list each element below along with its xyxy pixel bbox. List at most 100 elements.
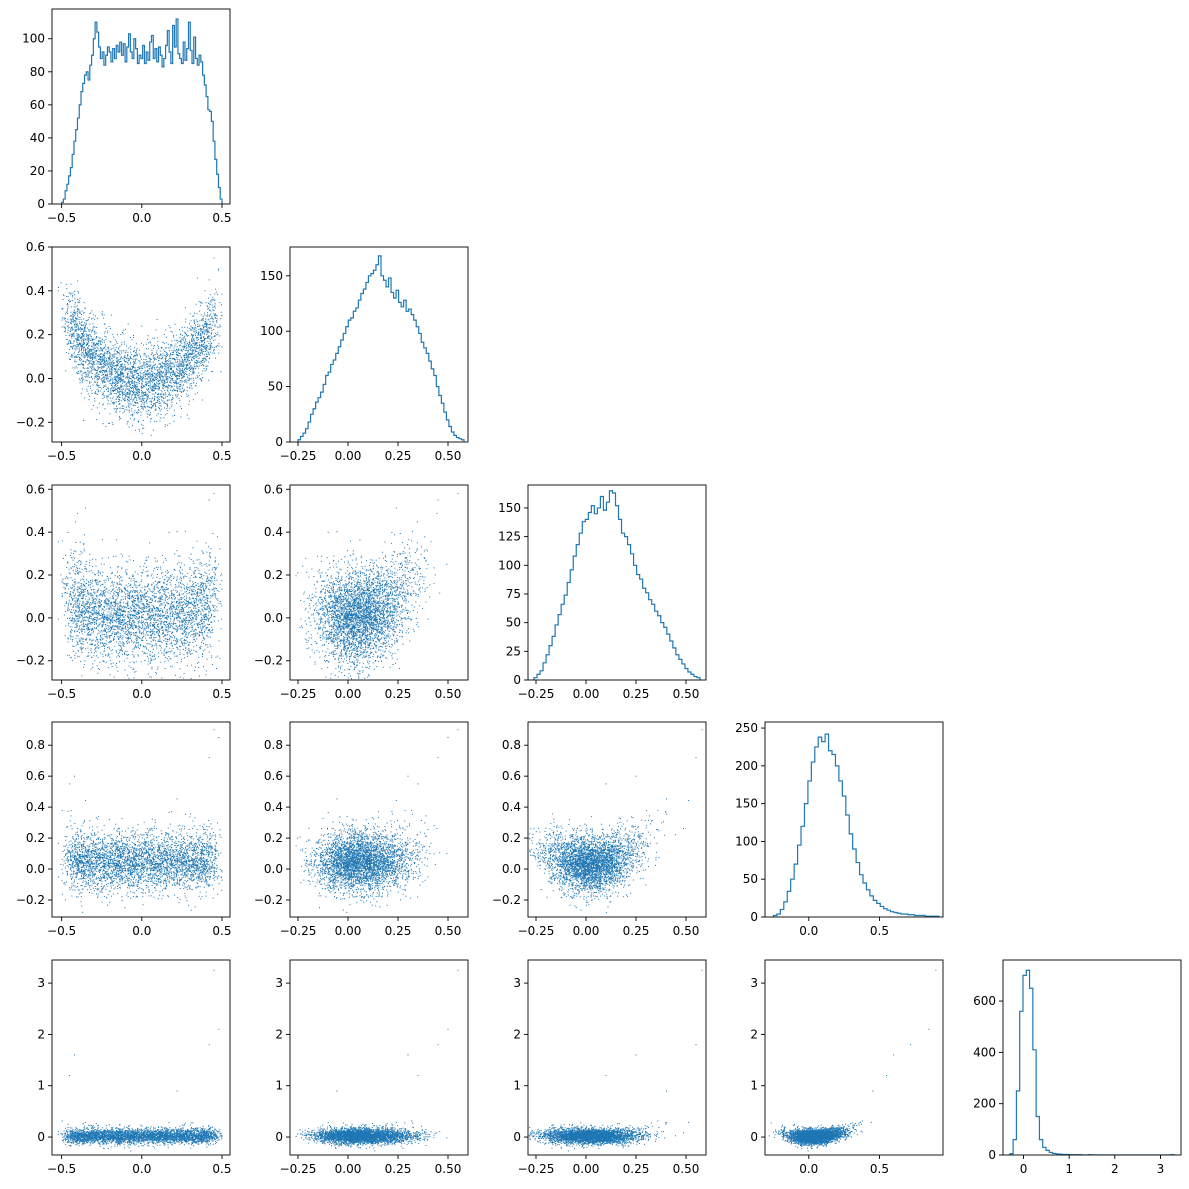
scatter-point — [81, 321, 83, 323]
scatter-point — [74, 581, 76, 582]
scatter-point — [121, 380, 123, 382]
scatter-point — [87, 348, 89, 349]
scatter-point — [189, 369, 191, 370]
scatter-point — [95, 583, 97, 585]
scatter-point — [133, 377, 135, 379]
scatter-point — [172, 397, 174, 399]
scatter-point — [169, 407, 171, 409]
scatter-point — [119, 601, 121, 603]
scatter-point — [140, 414, 142, 416]
scatter-point — [89, 377, 91, 378]
scatter-point — [79, 610, 81, 611]
scatter-point — [138, 353, 140, 355]
scatter-point — [97, 394, 99, 396]
scatter-point — [179, 603, 181, 605]
scatter-point — [158, 633, 159, 635]
scatter-point — [120, 375, 122, 377]
scatter-point — [188, 634, 190, 636]
scatter-point — [92, 607, 94, 608]
scatter-point — [114, 408, 116, 410]
scatter-point — [179, 601, 181, 603]
scatter-point — [84, 347, 86, 349]
scatter-point — [66, 321, 68, 323]
scatter-point — [213, 347, 215, 349]
scatter-point — [105, 360, 107, 362]
scatter-point — [154, 364, 156, 366]
scatter-point — [171, 367, 173, 369]
scatter-point — [218, 352, 220, 354]
scatter-point — [105, 327, 107, 329]
scatter-point — [117, 365, 119, 367]
scatter-point — [106, 373, 108, 375]
scatter-point — [179, 344, 181, 346]
scatter-point — [87, 628, 89, 630]
scatter-point — [157, 369, 159, 370]
scatter-point — [123, 642, 125, 644]
scatter-point — [89, 323, 91, 325]
scatter-point — [157, 635, 159, 636]
scatter-point — [216, 326, 218, 328]
scatter-point — [209, 357, 211, 359]
scatter-point — [131, 380, 133, 382]
scatter-point — [165, 351, 167, 353]
scatter-point — [173, 420, 175, 422]
scatter-point — [170, 406, 172, 408]
scatter-point — [67, 304, 69, 306]
scatter-point — [116, 408, 118, 410]
scatter-point — [131, 623, 133, 625]
scatter-point — [163, 376, 165, 378]
scatter-point — [79, 647, 81, 649]
scatter-point — [124, 651, 126, 652]
scatter-point — [198, 367, 200, 369]
scatter-point — [141, 383, 143, 384]
scatter-point — [141, 628, 142, 630]
scatter-point — [149, 366, 151, 368]
scatter-point — [124, 356, 126, 358]
scatter-point — [117, 350, 118, 352]
scatter-point — [143, 385, 145, 387]
scatter-point — [81, 354, 83, 356]
scatter-point — [192, 593, 194, 595]
scatter-point — [147, 378, 149, 380]
scatter-point — [89, 608, 91, 609]
scatter-point — [85, 587, 87, 589]
scatter-point — [177, 366, 179, 367]
scatter-point — [169, 347, 171, 349]
scatter-point — [183, 640, 185, 641]
scatter-point — [152, 429, 154, 431]
scatter-point — [76, 311, 78, 313]
scatter-point — [95, 373, 97, 375]
scatter-point — [193, 320, 195, 322]
scatter-point — [177, 360, 178, 362]
scatter-point — [98, 367, 100, 369]
scatter-point — [175, 396, 177, 398]
scatter-point — [66, 585, 68, 587]
scatter-point — [186, 350, 188, 352]
scatter-point — [197, 583, 199, 585]
scatter-point — [84, 361, 86, 363]
scatter-point — [192, 373, 194, 375]
scatter-point — [108, 642, 110, 644]
scatter-point — [155, 378, 157, 380]
scatter-point — [184, 638, 185, 640]
scatter-point — [93, 339, 95, 340]
scatter-point — [131, 369, 133, 371]
scatter-point — [115, 385, 117, 386]
scatter-point — [207, 327, 209, 329]
scatter-point — [105, 608, 107, 610]
scatter-point — [166, 376, 168, 378]
scatter-point — [183, 648, 184, 650]
scatter-point — [167, 410, 169, 411]
scatter-point — [109, 383, 111, 384]
scatter-point — [119, 656, 120, 658]
scatter-point — [134, 581, 136, 583]
scatter-point — [128, 411, 130, 413]
scatter-point — [116, 662, 117, 664]
scatter-point — [96, 375, 98, 377]
scatter-point — [119, 387, 121, 389]
scatter-point — [151, 371, 153, 372]
scatter-point — [184, 641, 186, 643]
scatter-point — [106, 363, 108, 364]
scatter-point — [85, 350, 86, 352]
scatter-point — [141, 399, 143, 401]
